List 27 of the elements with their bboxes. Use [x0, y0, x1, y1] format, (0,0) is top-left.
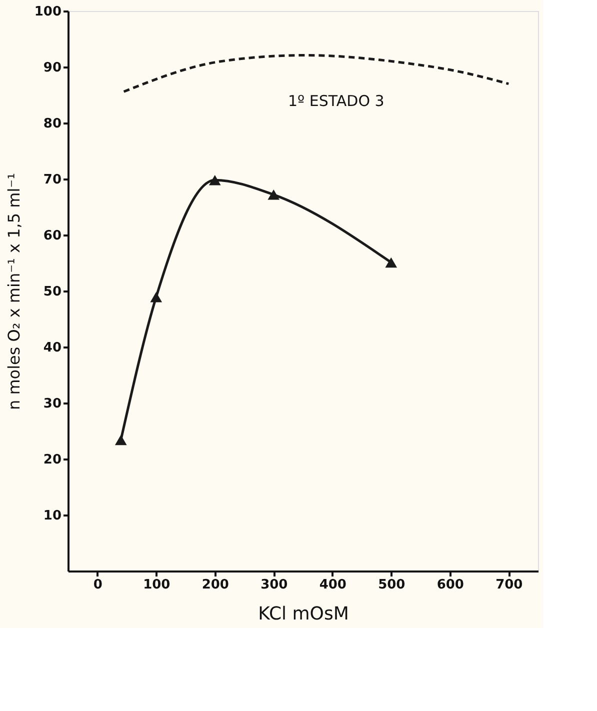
x-tick-label: 700 — [496, 578, 523, 592]
x-tick-label: 500 — [378, 578, 406, 592]
y-tick-label: 70 — [43, 172, 62, 188]
y-tick-label: 100 — [34, 4, 62, 20]
annotation: 1º ESTADO 3 — [288, 92, 384, 110]
y-tick-label: 60 — [43, 228, 62, 244]
y-tick-label: 30 — [43, 396, 62, 412]
x-tick-label: 600 — [436, 578, 464, 592]
x-tick-label: 0 — [93, 578, 102, 592]
y-tick-label: 20 — [43, 452, 62, 468]
y-tick-label: 80 — [43, 116, 62, 132]
point — [268, 190, 280, 200]
x-tick-label: 200 — [202, 578, 229, 592]
point — [208, 174, 221, 186]
y-axis-title: n moles O₂ x min⁻¹ x 1,5 ml⁻¹ — [4, 172, 24, 410]
y-tick-label: 40 — [43, 340, 62, 356]
point — [114, 434, 127, 446]
y-tick-label: 10 — [43, 508, 62, 524]
x-tick-label: 400 — [319, 578, 346, 592]
point — [150, 292, 162, 302]
y-tick-label: 90 — [43, 60, 62, 76]
line-series — [122, 54, 510, 93]
point — [385, 257, 398, 268]
x-tick-label: 100 — [143, 578, 170, 592]
y-tick-label: 50 — [43, 284, 62, 300]
x-axis-title: KCl mOsM — [258, 604, 349, 624]
x-tick-label: 300 — [260, 578, 288, 592]
